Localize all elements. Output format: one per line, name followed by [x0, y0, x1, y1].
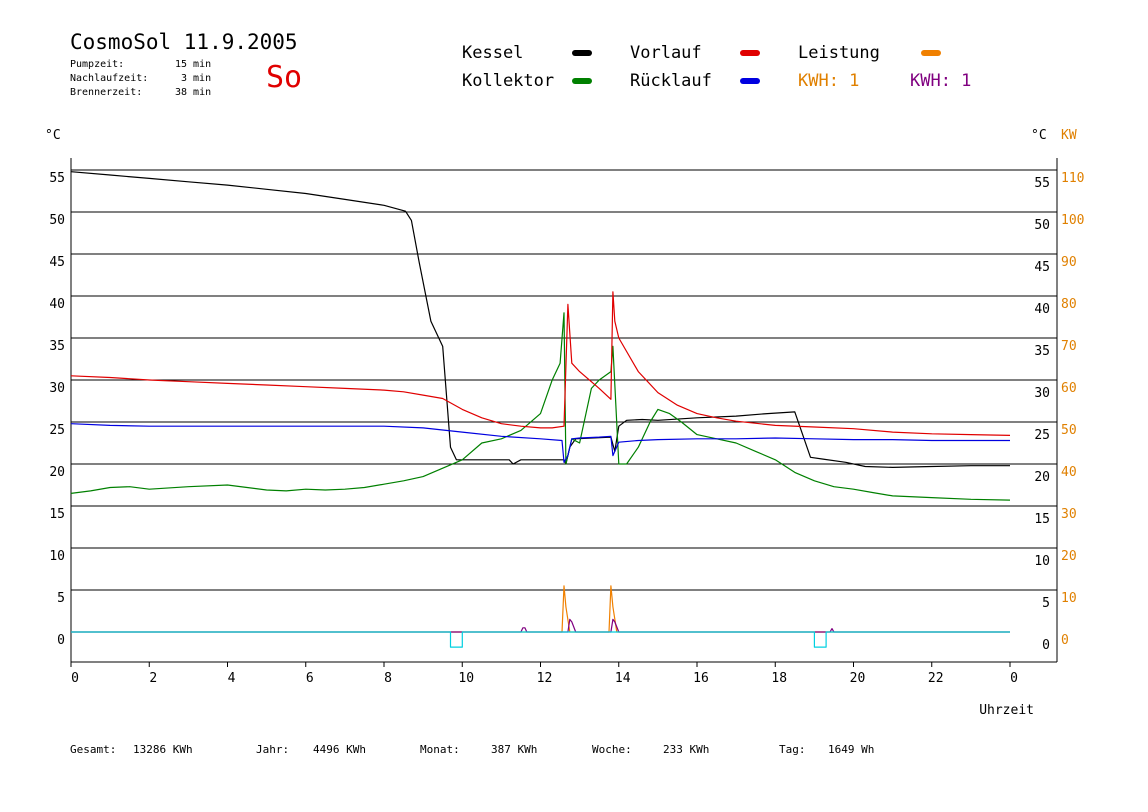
right-kw-unit-label: KW — [1061, 128, 1077, 143]
y-tick-label-left: 40 — [49, 297, 65, 312]
y-tick-label-right: 40 — [1034, 302, 1050, 317]
y-tick-label-kw: 30 — [1061, 507, 1077, 522]
legend-ruecklauf: Rücklauf — [630, 71, 712, 91]
x-tick-label: 4 — [228, 671, 236, 686]
weekday-label: So — [266, 60, 303, 95]
legend-kollektor-swatch — [572, 78, 592, 84]
gesamt-value: 13286 KWh — [133, 743, 193, 756]
legend-kwh-purple: KWH: 1 — [910, 71, 972, 91]
y-tick-label-left: 30 — [49, 381, 65, 396]
y-tick-label-left: 45 — [49, 255, 65, 270]
y-tick-label-right: 15 — [1034, 512, 1050, 527]
brennerzeit-value: 38 min — [175, 87, 212, 98]
x-tick-label: 18 — [771, 671, 787, 686]
y-tick-label-kw: 50 — [1061, 423, 1077, 438]
y-tick-label-kw: 110 — [1061, 171, 1084, 186]
jahr-label: Jahr: — [256, 743, 290, 756]
monat-label: Monat: — [420, 743, 460, 756]
y-tick-label-right: 0 — [1042, 638, 1050, 653]
legend-kwh-orange: KWH: 1 — [798, 71, 860, 91]
x-tick-label: 8 — [384, 671, 392, 686]
tag-label: Tag: — [779, 743, 806, 756]
series-line-pumpe — [71, 631, 1010, 648]
y-tick-label-left: 35 — [49, 339, 65, 354]
y-tick-label-kw: 100 — [1061, 213, 1084, 228]
y-tick-label-right: 50 — [1034, 218, 1050, 233]
pumpzeit-label: Pumpzeit: — [70, 59, 125, 70]
series-line-kwh — [71, 618, 1010, 633]
chart-title: CosmoSol 11.9.2005 — [70, 30, 298, 54]
y-tick-label-right: 20 — [1034, 470, 1050, 485]
y-tick-label-left: 50 — [49, 213, 65, 228]
left-unit-label: °C — [45, 128, 61, 143]
woche-label: Woche: — [592, 743, 632, 756]
jahr-value: 4496 KWh — [313, 743, 366, 756]
woche-value: 233 KWh — [663, 743, 710, 756]
y-tick-label-kw: 90 — [1061, 255, 1077, 270]
y-tick-label-right: 45 — [1034, 260, 1050, 275]
y-tick-label-kw: 10 — [1061, 591, 1077, 606]
legend-leistung-swatch — [921, 50, 941, 56]
y-tick-label-right: 10 — [1034, 554, 1050, 569]
monat-value: 387 KWh — [491, 743, 538, 756]
x-tick-label: 22 — [928, 671, 944, 686]
x-axis-label: Uhrzeit — [979, 703, 1034, 718]
legend-ruecklauf-swatch — [740, 78, 760, 84]
y-tick-label-kw: 70 — [1061, 339, 1077, 354]
x-tick-label: 6 — [306, 671, 314, 686]
y-tick-label-kw: 0 — [1061, 633, 1069, 648]
y-tick-label-right: 25 — [1034, 428, 1050, 443]
legend-vorlauf-swatch — [740, 50, 760, 56]
gesamt-label: Gesamt: — [70, 743, 117, 756]
y-tick-label-kw: 80 — [1061, 297, 1077, 312]
legend-leistung: Leistung — [798, 43, 880, 63]
y-tick-label-left: 10 — [49, 549, 65, 564]
y-tick-label-left: 5 — [57, 591, 65, 606]
series-line-rcklauf — [70, 423, 1010, 463]
right-unit-label: °C — [1031, 128, 1047, 143]
brennerzeit-label: Brennerzeit: — [70, 87, 143, 98]
series-line-vorlauf — [70, 291, 1011, 436]
y-tick-label-right: 35 — [1034, 344, 1050, 359]
nachlaufzeit-value: 3 min — [181, 73, 212, 84]
tag-value: 1649 Wh — [828, 743, 875, 756]
legend-vorlauf: Vorlauf — [630, 43, 702, 63]
y-tick-label-kw: 40 — [1061, 465, 1077, 480]
x-tick-label: 16 — [693, 671, 709, 686]
y-tick-label-right: 30 — [1034, 386, 1050, 401]
legend-kessel-swatch — [572, 50, 592, 56]
legend-kollektor: Kollektor — [462, 71, 555, 91]
y-tick-label-kw: 20 — [1061, 549, 1077, 564]
series-line-leistung — [71, 585, 1010, 633]
nachlaufzeit-label: Nachlaufzeit: — [70, 73, 149, 84]
y-tick-label-left: 20 — [49, 465, 65, 480]
x-tick-label: 2 — [149, 671, 157, 686]
series-line-kessel — [70, 171, 1010, 468]
x-tick-label: 12 — [537, 671, 553, 686]
pumpzeit-value: 15 min — [175, 59, 212, 70]
x-tick-label: 0 — [71, 671, 79, 686]
x-tick-label: 0 — [1010, 671, 1018, 686]
y-tick-label-kw: 60 — [1061, 381, 1077, 396]
x-tick-label: 14 — [615, 671, 631, 686]
y-tick-label-left: 0 — [57, 633, 65, 648]
y-tick-label-left: 15 — [49, 507, 65, 522]
x-tick-label: 10 — [458, 671, 474, 686]
series-line-kollektor — [70, 312, 1011, 501]
y-tick-label-right: 55 — [1034, 176, 1050, 191]
y-tick-label-left: 25 — [49, 423, 65, 438]
y-tick-label-right: 5 — [1042, 596, 1050, 611]
legend-kessel: Kessel — [462, 43, 524, 63]
y-tick-label-left: 55 — [49, 171, 65, 186]
x-tick-label: 20 — [850, 671, 866, 686]
